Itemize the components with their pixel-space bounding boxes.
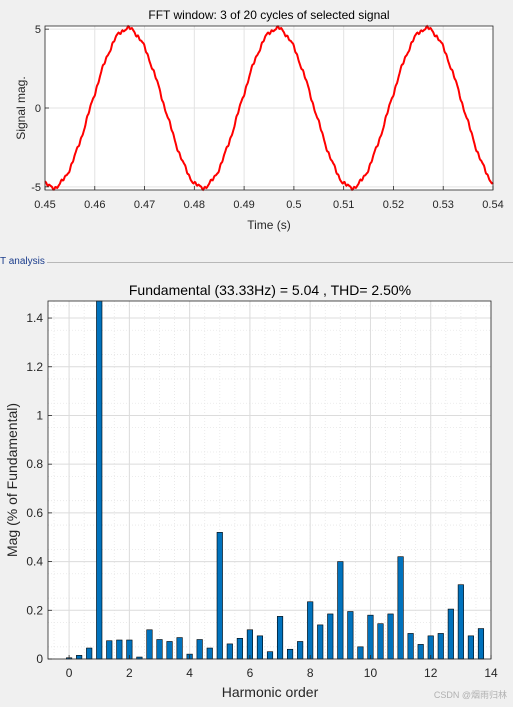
bottom-y-tick-label: 0.4: [26, 555, 43, 569]
bottom-plot-area: [48, 301, 491, 659]
bottom-x-tick-label: 2: [126, 666, 133, 680]
bottom-x-tick-label: 4: [186, 666, 193, 680]
section-divider: [0, 262, 513, 263]
harmonic-bar: [196, 639, 203, 660]
bottom-x-ticks: 0 2 4 6 8 10 12 14: [66, 655, 498, 680]
watermark: CSDN @烟雨归林: [433, 690, 507, 700]
bottom-x-tick-label: 6: [247, 666, 254, 680]
harmonic-bar: [166, 641, 173, 660]
top-x-tick-label: 0.5: [286, 199, 301, 211]
top-x-axis-label: Time (s): [247, 218, 291, 232]
harmonic-bar: [216, 532, 223, 660]
harmonic-bar: [287, 648, 294, 660]
top-x-tick-label: 0.48: [184, 199, 205, 211]
top-x-tick-label: 0.53: [433, 199, 454, 211]
bottom-y-tick-label: 1.4: [26, 311, 43, 325]
harmonic-bar: [417, 644, 424, 660]
harmonic-bar: [447, 608, 454, 660]
harmonic-bar: [76, 655, 83, 660]
harmonic-bar: [387, 613, 394, 660]
bottom-grid: [48, 301, 492, 660]
signal-line: [44, 24, 494, 192]
harmonic-bar: [116, 639, 123, 660]
harmonic-bar: [397, 556, 404, 660]
bottom-y-tick-label: 0.2: [26, 603, 43, 617]
harmonic-bar: [236, 637, 243, 660]
harmonic-bar: [327, 613, 334, 660]
harmonic-bar: [407, 633, 414, 660]
harmonic-bar: [477, 628, 485, 660]
harmonic-bar: [276, 616, 284, 660]
harmonic-bar: [357, 646, 364, 660]
top-x-tick-label: 0.49: [233, 199, 254, 211]
bottom-y-axis-label: Mag (% of Fundamental): [4, 403, 20, 557]
top-y-axis-label: Signal mag.: [14, 76, 28, 139]
bottom-x-tick-label: 14: [484, 666, 498, 680]
bottom-x-tick-label: 8: [307, 666, 314, 680]
harmonic-bar: [337, 561, 344, 660]
top-x-tick-label: 0.54: [482, 199, 503, 211]
bottom-y-tick-label: 1: [36, 408, 43, 422]
bottom-y-tick-label: 1.2: [26, 360, 43, 374]
top-x-ticks: 0.45 0.46 0.47 0.48 0.49 0.5 0.51 0.52 0.53 0.54: [34, 186, 504, 211]
harmonic-bar: [146, 629, 153, 660]
top-x-tick-label: 0.45: [34, 199, 55, 211]
bottom-y-tick-label: 0.8: [26, 457, 43, 471]
harmonic-bar: [246, 629, 253, 660]
top-y-tick-label: -5: [31, 182, 41, 194]
top-x-tick-label: 0.51: [333, 199, 354, 211]
harmonic-bar: [437, 633, 444, 660]
top-x-tick-label: 0.47: [134, 199, 155, 211]
top-y-tick-label: 5: [35, 24, 41, 36]
harmonic-bar: [96, 300, 103, 660]
fft-analysis-section-label: T analysis: [0, 256, 47, 267]
harmonic-bar: [256, 635, 263, 660]
bottom-chart-title: Fundamental (33.33Hz) = 5.04 , THD= 2.50…: [129, 282, 411, 298]
bottom-y-tick-label: 0: [36, 652, 43, 666]
bottom-x-tick-label: 0: [66, 666, 73, 680]
bottom-x-tick-label: 12: [424, 666, 438, 680]
harmonic-bar: [226, 643, 233, 660]
harmonic-bar: [266, 651, 274, 660]
top-x-tick-label: 0.46: [84, 199, 105, 211]
top-chart-title: FFT window: 3 of 20 cycles of selected s…: [148, 8, 389, 22]
harmonic-bar: [457, 584, 464, 660]
bottom-y-tick-label: 0.6: [26, 506, 43, 520]
bottom-chart: Fundamental (33.33Hz) = 5.04 , THD= 2.50…: [4, 282, 498, 700]
harmonic-bar: [86, 647, 93, 660]
harmonic-bar: [317, 624, 324, 660]
bottom-y-ticks: 0 0.2 0.4 0.6 0.8 1 1.2 1.4: [26, 311, 52, 666]
harmonic-bar: [347, 611, 354, 660]
bottom-axes-frame: [47, 300, 492, 660]
harmonic-bar: [467, 635, 474, 660]
bottom-x-tick-label: 10: [364, 666, 378, 680]
harmonic-bar: [307, 601, 314, 660]
harmonic-bar: [106, 640, 113, 660]
top-chart: FFT window: 3 of 20 cycles of selected s…: [14, 8, 504, 232]
harmonic-bar: [156, 639, 163, 660]
harmonic-bar: [297, 641, 304, 660]
top-x-tick-label: 0.52: [383, 199, 404, 211]
top-y-ticks: -5 0 5: [31, 24, 49, 194]
harmonic-bar: [377, 623, 384, 660]
bottom-x-axis-label: Harmonic order: [222, 684, 319, 700]
harmonic-bar: [206, 647, 213, 660]
harmonic-bar: [367, 614, 374, 660]
harmonic-bar: [176, 637, 183, 660]
top-y-tick-label: 0: [35, 103, 41, 115]
